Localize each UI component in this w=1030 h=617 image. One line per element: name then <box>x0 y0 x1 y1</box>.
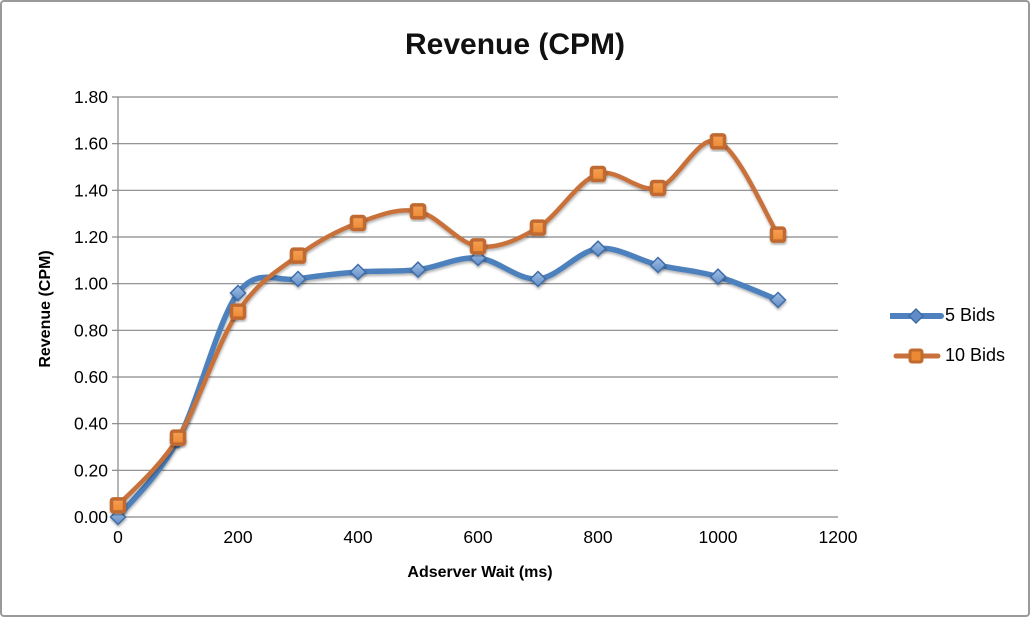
y-tick-label: 0.40 <box>74 414 108 434</box>
y-tick-label: 0.60 <box>74 367 108 387</box>
marker-square <box>169 429 187 446</box>
legend-label-10-bids: 10 Bids <box>945 345 1006 365</box>
marker-square <box>589 165 607 183</box>
y-tick-label: 1.80 <box>74 87 108 107</box>
marker-diamond <box>529 270 547 288</box>
y-tick-label: 1.20 <box>74 227 108 247</box>
marker-square <box>409 203 427 220</box>
series-line-10-bids <box>115 138 781 508</box>
legend-label-5-bids: 5 Bids <box>945 305 996 325</box>
marker-square <box>529 219 547 236</box>
x-tick-label: 600 <box>463 527 492 547</box>
marker-square <box>229 303 247 320</box>
legend-swatch-diamond-icon <box>890 307 944 324</box>
marker-square <box>709 133 727 150</box>
x-axis-title: Adserver Wait (ms) <box>407 564 553 581</box>
marker-square <box>649 179 667 197</box>
marker-diamond <box>649 256 667 274</box>
x-tick-label: 0 <box>113 527 123 547</box>
x-tick-label: 1000 <box>699 527 738 547</box>
x-tick-label: 800 <box>583 527 612 547</box>
y-axis-title: Revenue (CPM) <box>37 250 54 368</box>
marker-square <box>109 497 127 514</box>
marker-diamond <box>229 284 247 302</box>
legend-item-10-bids: 10 Bids <box>890 345 1005 366</box>
y-tick-label: 0.80 <box>74 320 108 340</box>
y-tick-label: 0.00 <box>74 507 108 527</box>
marker-diamond <box>589 240 607 258</box>
x-tick-label: 400 <box>343 527 372 547</box>
marker-diamond <box>289 270 307 288</box>
legend: 5 Bids 10 Bids <box>890 305 1005 366</box>
marker-diamond <box>769 291 787 309</box>
marker-square <box>349 214 367 232</box>
x-tick-label: 1200 <box>819 527 858 547</box>
marker-square <box>289 247 307 264</box>
legend-swatch-square-icon <box>893 348 941 363</box>
y-tick-label: 1.40 <box>74 180 108 200</box>
marker-diamond <box>709 268 727 286</box>
marker-diamond <box>349 263 367 281</box>
chart-title: Revenue (CPM) <box>404 28 626 61</box>
x-tick-label: 200 <box>223 527 252 547</box>
marker-square <box>769 226 787 243</box>
y-tick-label: 1.60 <box>74 134 108 154</box>
series-line-5-bids <box>115 245 781 520</box>
marker-diamond <box>409 261 427 279</box>
legend-item-5-bids: 5 Bids <box>890 305 1005 326</box>
marker-square <box>469 238 487 255</box>
y-tick-label: 0.20 <box>74 460 108 480</box>
y-tick-label: 1.00 <box>74 274 108 294</box>
